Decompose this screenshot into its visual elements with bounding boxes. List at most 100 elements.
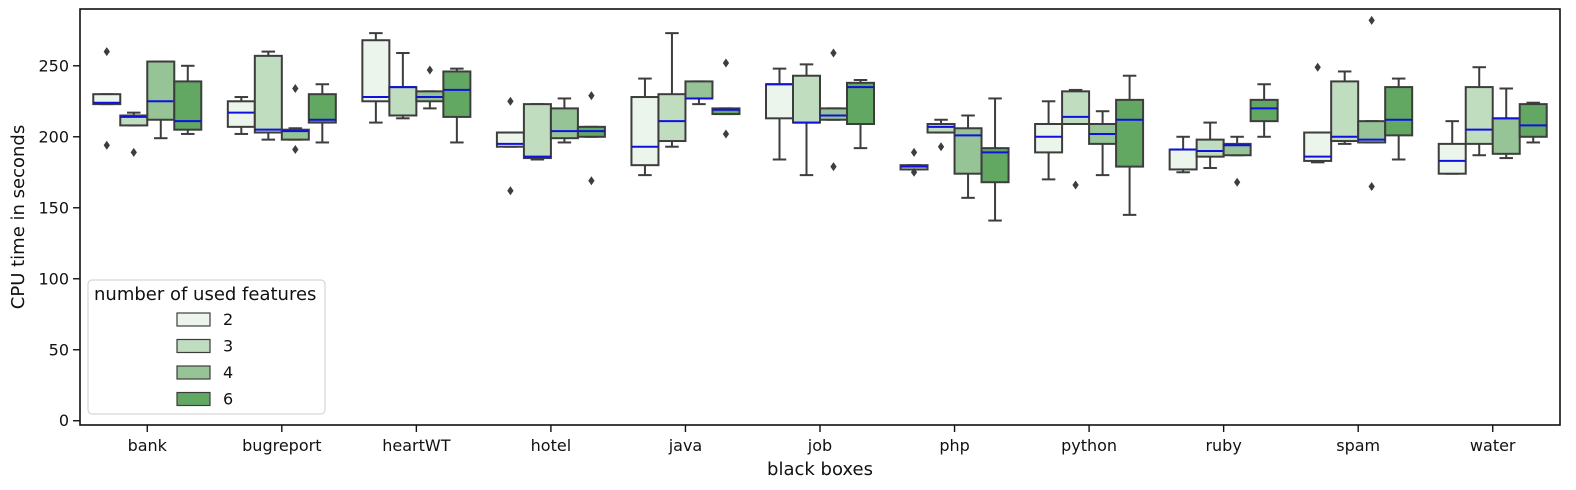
- box-body: [92, 93, 122, 106]
- box-body: [1518, 103, 1548, 138]
- box-bank-6: [173, 64, 203, 135]
- x-tick-label: spam: [1336, 436, 1380, 455]
- box-body: [1115, 98, 1145, 168]
- legend-entry-2: 2: [223, 310, 233, 329]
- box-spam-2: [1303, 62, 1333, 164]
- box-python-4: [1088, 110, 1118, 177]
- box-body: [711, 107, 741, 116]
- outlier-point: [130, 147, 137, 157]
- box-body: [630, 96, 660, 167]
- box-php-2: [899, 147, 929, 177]
- y-tick-label: 50: [49, 340, 69, 359]
- box-body: [1061, 90, 1091, 126]
- box-ruby-6: [1249, 83, 1279, 138]
- box-heartWT-3: [388, 52, 418, 120]
- outlier-point: [722, 58, 730, 68]
- box-php-6: [980, 97, 1010, 222]
- box-body: [442, 70, 472, 118]
- box-job-3: [792, 63, 821, 177]
- box-python-2: [1034, 100, 1064, 181]
- box-body: [926, 123, 956, 134]
- box-body: [549, 107, 579, 140]
- axes-layer: 0 50 100 150 200 250 bank bugreport heartWT hotel…: [38, 56, 1515, 455]
- outlier-point: [1368, 15, 1375, 25]
- outlier-point: [588, 176, 595, 186]
- box-body: [253, 54, 283, 134]
- legend-swatch-6: [176, 391, 211, 407]
- outlier-point: [292, 145, 299, 155]
- outlier-point: [103, 47, 110, 57]
- box-body: [522, 103, 552, 160]
- outlier-point: [588, 91, 595, 101]
- box-bank-2: [92, 47, 122, 150]
- box-bugreport-4: [280, 84, 310, 155]
- box-ruby-4: [1222, 135, 1252, 187]
- legend-entries: 2 3 4 6: [176, 310, 233, 409]
- legend-swatch-3: [176, 338, 211, 354]
- legend-title: number of used features: [94, 284, 316, 305]
- x-tick-label: python: [1061, 436, 1117, 455]
- box-spam-6: [1384, 77, 1414, 161]
- box-java-2: [630, 77, 660, 177]
- outlier-point: [1072, 180, 1079, 190]
- box-bank-4: [146, 60, 176, 140]
- y-tick-label: 100: [38, 269, 69, 288]
- box-water-6: [1518, 101, 1548, 144]
- outlier-point: [830, 48, 837, 58]
- outlier-point: [722, 129, 730, 139]
- outlier-point: [103, 140, 110, 150]
- y-tick-label: 250: [38, 56, 69, 75]
- box-water-4: [1491, 87, 1521, 160]
- box-bugreport-6: [307, 83, 337, 144]
- box-bugreport-2: [226, 96, 256, 135]
- x-tick-label: water: [1470, 436, 1516, 455]
- box-body: [846, 81, 875, 126]
- box-body: [1330, 80, 1360, 143]
- box-body: [388, 86, 418, 117]
- y-tick-label: 150: [38, 198, 69, 217]
- x-tick-label: bank: [128, 436, 168, 455]
- outlier-point: [292, 84, 299, 94]
- box-body: [765, 83, 794, 120]
- box-body: [657, 93, 687, 143]
- outlier-point: [830, 162, 837, 172]
- box-body: [980, 147, 1010, 184]
- box-body: [146, 60, 176, 121]
- box-body: [1464, 86, 1494, 145]
- box-body: [1034, 123, 1064, 154]
- box-bugreport-3: [253, 50, 283, 141]
- box-body: [684, 80, 714, 100]
- legend-entry-6: 6: [223, 390, 233, 409]
- x-axis-label: black boxes: [767, 459, 873, 480]
- box-job-4: [819, 48, 848, 172]
- box-hotel-2: [495, 96, 525, 196]
- legend-entry-3: 3: [223, 337, 233, 356]
- y-tick-label: 0: [59, 411, 69, 430]
- legend: number of used features 2 3 4 6: [87, 279, 326, 415]
- box-hotel-4: [549, 97, 579, 144]
- x-tick-label: ruby: [1205, 436, 1241, 455]
- box-body: [1195, 138, 1225, 158]
- box-body: [361, 39, 391, 103]
- box-spam-3: [1330, 70, 1360, 145]
- legend-swatch-4: [176, 365, 211, 380]
- outlier-point: [507, 96, 514, 106]
- box-heartWT-4: [415, 65, 445, 110]
- box-heartWT-2: [361, 32, 391, 124]
- box-body: [819, 107, 848, 121]
- box-hotel-3: [522, 103, 552, 161]
- x-tick-label: bugreport: [242, 436, 321, 455]
- box-heartWT-6: [442, 67, 472, 144]
- box-php-3: [926, 118, 956, 152]
- box-java-4: [684, 80, 714, 106]
- box-water-2: [1437, 120, 1467, 175]
- box-body: [1491, 117, 1521, 155]
- box-body: [1249, 98, 1279, 123]
- y-axis-label: CPU time in seconds: [8, 125, 29, 309]
- box-body: [173, 80, 203, 131]
- box-water-3: [1464, 66, 1494, 157]
- boxes-layer: [92, 15, 1548, 222]
- outlier-point: [910, 167, 918, 177]
- x-tick-label: php: [939, 436, 969, 455]
